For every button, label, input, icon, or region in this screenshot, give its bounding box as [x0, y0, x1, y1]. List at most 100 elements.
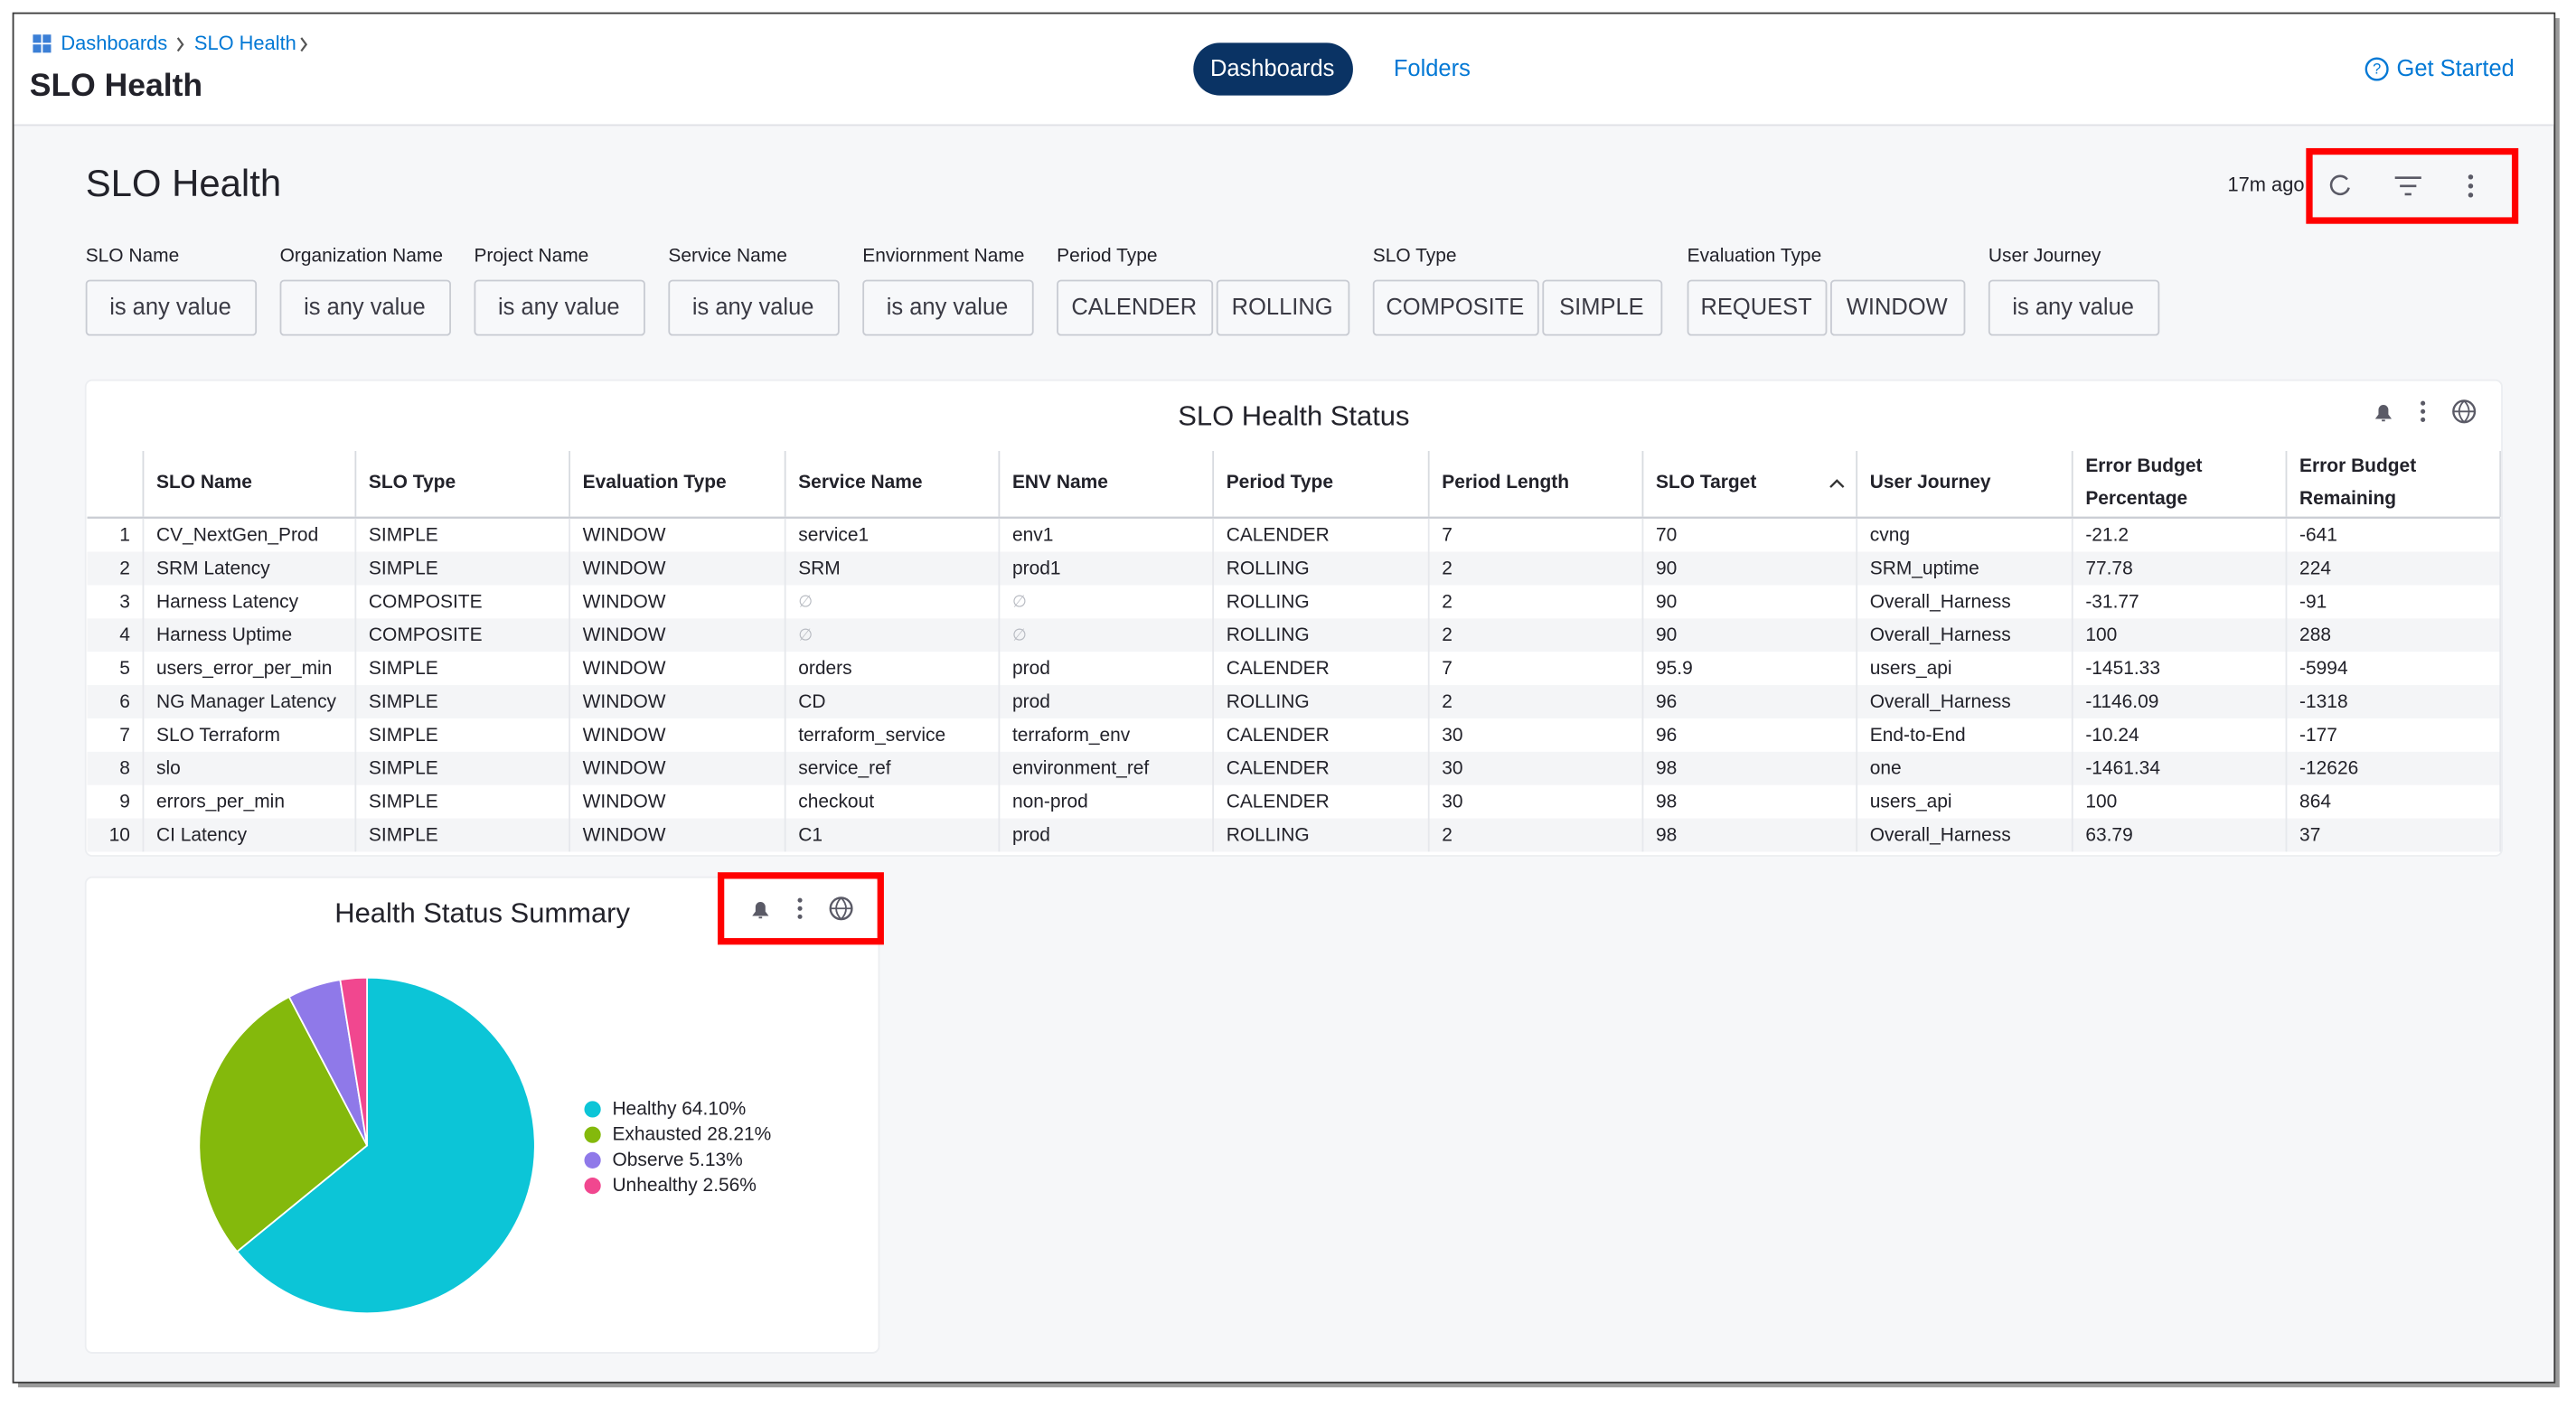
column-header: Evaluation Type: [583, 472, 727, 493]
table-cell: ∅: [1012, 593, 1027, 611]
table-cell: 2: [1442, 824, 1453, 845]
filter-value: REQUEST: [1700, 295, 1811, 320]
table-cell: ROLLING: [1227, 691, 1310, 712]
table-cell: WINDOW: [583, 525, 666, 546]
filter-button[interactable]: [1372, 279, 1539, 336]
table-cell: 2: [1442, 624, 1453, 645]
filter-button[interactable]: [1057, 279, 1214, 336]
dashboard-actions: [2329, 174, 2421, 196]
table-cell: 2: [1442, 691, 1453, 712]
filter-button[interactable]: [474, 279, 645, 336]
tab[interactable]: Dashboards: [1210, 56, 1334, 81]
filter-icon[interactable]: [2394, 176, 2421, 196]
filter-button[interactable]: [862, 279, 1034, 336]
table-cell: service1: [798, 525, 869, 546]
table-cell: SRM: [798, 558, 841, 578]
column-header: Error Budget: [2085, 455, 2202, 476]
help-icon[interactable]: [2364, 57, 2389, 81]
row-number: 2: [119, 558, 130, 578]
legend-value: 2.56%: [703, 1175, 757, 1196]
filter-value: is any value: [109, 295, 231, 320]
table-cell: -91: [2299, 591, 2327, 612]
widget-title: SLO Health Status: [1178, 400, 1409, 432]
table-cell: prod1: [1012, 558, 1061, 578]
table-cell: -31.77: [2085, 591, 2139, 612]
table-cell: Overall_Harness: [1870, 824, 2011, 845]
updated-time: 17m ago: [2228, 174, 2305, 196]
row-number: 10: [109, 824, 130, 845]
kebab-icon[interactable]: [797, 914, 803, 919]
table-cell: non-prod: [1012, 792, 1088, 812]
highlight-box: [2306, 147, 2519, 224]
breadcrumb-link[interactable]: SLO Health: [194, 32, 296, 54]
legend-entry: Exhausted 28.21%: [612, 1123, 771, 1144]
widget-title: Health Status Summary: [334, 897, 630, 929]
filter-button[interactable]: [1542, 279, 1663, 336]
refresh-icon[interactable]: [2329, 174, 2350, 196]
kebab-icon[interactable]: [797, 897, 803, 903]
table-cell: CALENDER: [1227, 792, 1330, 812]
table-cell: 30: [1442, 792, 1462, 812]
table-cell: CALENDER: [1227, 525, 1330, 546]
table-cell: Overall_Harness: [1870, 691, 2011, 712]
filter-value: is any value: [2012, 295, 2134, 320]
table-cell: 98: [1656, 758, 1677, 779]
row-number: 3: [119, 591, 130, 612]
table-cell: one: [1870, 758, 1902, 779]
legend-swatch: [584, 1101, 601, 1118]
table-cell: WINDOW: [583, 725, 666, 746]
kebab-icon[interactable]: [2421, 400, 2426, 406]
legend-name: Observe: [612, 1149, 683, 1169]
table-cell: WINDOW: [583, 558, 666, 578]
table-widget: [84, 379, 2503, 857]
filter-button[interactable]: [85, 279, 258, 336]
filter-button[interactable]: [1830, 279, 1966, 336]
table-cell: SRM Latency: [156, 558, 270, 578]
tab[interactable]: Folders: [1394, 56, 1471, 81]
row-number: 4: [119, 624, 130, 645]
filter-value: is any value: [887, 295, 1009, 320]
table-cell: -1146.09: [2085, 691, 2158, 712]
table-cell: 224: [2299, 558, 2331, 578]
filter-label: SLO Name: [86, 246, 180, 267]
row-stripe: [87, 818, 2501, 852]
sort-icon[interactable]: [1829, 479, 1845, 488]
pie-slice: [235, 976, 536, 1315]
table-cell: ∅: [798, 593, 813, 611]
filter-button[interactable]: [279, 279, 451, 336]
legend-name: Healthy: [612, 1098, 677, 1119]
table-cell: -10.24: [2085, 725, 2139, 746]
filter-button[interactable]: [668, 279, 840, 336]
table-cell: 864: [2299, 792, 2331, 812]
table-cell: users_api: [1870, 658, 1952, 679]
table-cell: SRM_uptime: [1870, 558, 1979, 578]
help-link[interactable]: Get Started: [2397, 56, 2515, 81]
kebab-icon[interactable]: [797, 906, 803, 911]
filter-label: Period Type: [1057, 246, 1157, 267]
table-cell: CI Latency: [156, 824, 248, 845]
table-cell: SIMPLE: [369, 658, 438, 679]
table-cell: prod: [1012, 658, 1050, 679]
filter-label: Organization Name: [280, 246, 443, 267]
kebab-icon[interactable]: [2421, 408, 2426, 414]
legend-entry: Healthy 64.10%: [612, 1098, 746, 1119]
kebab-icon[interactable]: [2468, 174, 2474, 198]
table-cell: ∅: [1012, 625, 1027, 643]
filter-value: WINDOW: [1847, 295, 1948, 320]
table-cell: ∅: [798, 625, 813, 643]
filter-button[interactable]: [1988, 279, 2160, 336]
filter-label: SLO Type: [1373, 246, 1457, 267]
legend-entry: Observe 5.13%: [612, 1149, 742, 1169]
active-tab[interactable]: [1193, 42, 1353, 96]
filter-button[interactable]: [1687, 279, 1828, 336]
filter-value: is any value: [498, 295, 620, 320]
table-cell: terraform_service: [798, 725, 945, 746]
kebab-icon[interactable]: [2421, 417, 2426, 422]
alert-icon[interactable]: [2374, 405, 2393, 422]
table-cell: SIMPLE: [369, 758, 438, 779]
alert-icon[interactable]: [752, 902, 769, 919]
breadcrumb-link[interactable]: Dashboards: [61, 32, 167, 54]
filter-label: Service Name: [668, 246, 786, 267]
filter-button[interactable]: [1216, 279, 1350, 336]
table-cell: -1318: [2299, 691, 2348, 712]
